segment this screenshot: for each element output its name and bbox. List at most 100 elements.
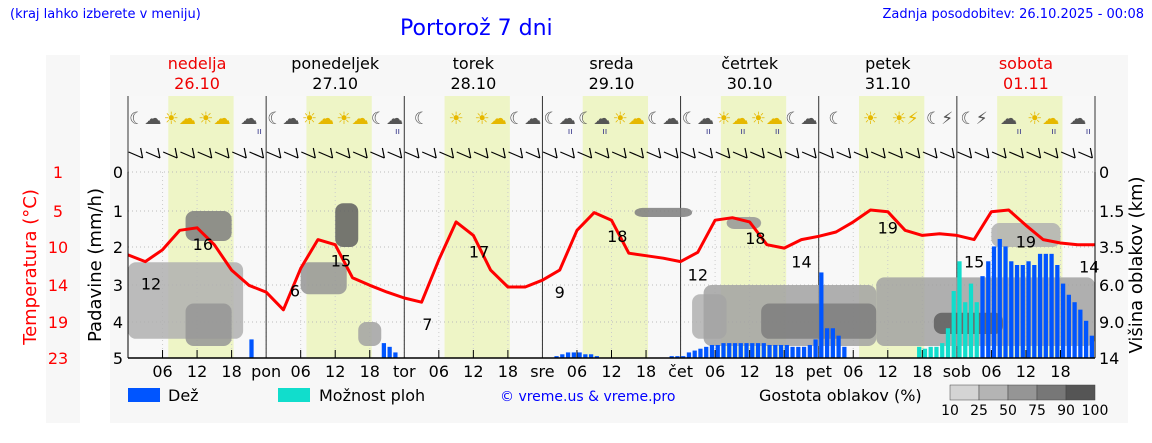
rain-bar	[819, 272, 824, 358]
weather-icon-moon-cloud: ☾☁	[267, 109, 299, 129]
temperature-label: 14	[791, 253, 811, 272]
precip-tick: 1	[113, 202, 123, 221]
temperature-label: 16	[193, 235, 213, 254]
wind-barb-icon	[767, 151, 782, 159]
hour-label: 18	[912, 362, 932, 381]
hour-label: 12	[1016, 362, 1036, 381]
rain-bar	[669, 356, 674, 358]
wind-barb-icon	[387, 151, 402, 159]
wind-barb-flag	[623, 147, 627, 159]
wind-barb-flag	[381, 147, 385, 159]
wind-barb-icon	[801, 151, 817, 159]
rain-bar	[796, 346, 801, 358]
weather-icon-sun-cloud: ☀☁	[302, 109, 334, 129]
wind-barb-flag	[692, 147, 696, 159]
wind-barb-icon	[162, 151, 178, 159]
rain-bar	[801, 346, 807, 358]
wind-barb-icon	[542, 151, 558, 159]
rain-bar	[997, 238, 1002, 358]
day-abbr-label: sob	[943, 362, 971, 381]
temperature-label: 6	[290, 281, 300, 300]
wind-barb-icon	[611, 151, 627, 159]
wind-barb-flag	[278, 147, 282, 159]
wind-barb-icon	[1060, 151, 1076, 159]
day-date: 28.10	[450, 74, 496, 93]
rain-bar	[249, 339, 254, 358]
temperature-label: 14	[1079, 258, 1099, 277]
rain-bar	[842, 346, 847, 358]
menu-hint[interactable]: (kraj lahko izberete v meniju)	[10, 7, 201, 22]
wind-barb-icon	[352, 151, 368, 159]
temperature-label: 18	[745, 229, 765, 248]
rain-bar	[830, 328, 835, 358]
rain-drops-icon: ıı	[602, 127, 607, 137]
rain-bar	[1009, 261, 1014, 358]
hour-label: 18	[360, 362, 380, 381]
weather-icon-sun-cloud: ☀☁	[164, 109, 196, 129]
wind-barb-flag	[658, 147, 662, 159]
wind-barb-icon	[1043, 151, 1059, 159]
cloud-layer	[185, 211, 232, 241]
rain-legend-label: Dež	[168, 386, 199, 405]
day-name: sreda	[589, 54, 633, 73]
hour-label: 06	[567, 362, 587, 381]
wind-barb-icon	[491, 151, 506, 159]
wind-barb-flag	[1072, 147, 1076, 159]
wind-barb-icon	[680, 151, 696, 159]
rain-drops-icon: ıı	[740, 127, 745, 137]
page-title: Portorož 7 dni	[400, 16, 553, 41]
wind-barb-icon	[939, 151, 955, 159]
hour-label: 12	[739, 362, 759, 381]
day-abbr-label: pon	[251, 362, 281, 381]
weather-icon-sun-cloud: ☀☁	[198, 109, 230, 129]
shower-bar	[951, 291, 956, 358]
weather-icon-sun-cloud: ☀☁	[613, 109, 645, 129]
wind-barb-flag	[157, 147, 161, 159]
rain-drops-icon: ıı	[706, 127, 711, 137]
day-date: 01.11	[1003, 74, 1049, 93]
temperature-tick: 19	[48, 313, 68, 332]
hour-label: 12	[878, 362, 898, 381]
rain-drops-icon: ıı	[257, 127, 262, 137]
cloud-height-tick: 0	[1099, 163, 1109, 182]
weather-icon-moon: ☾	[828, 109, 843, 129]
rain-bar	[1003, 246, 1008, 358]
cloud-density-legend-title: Gostota oblakov (%)	[759, 386, 922, 405]
cloud-height-axis-label: Višina oblakov (km)	[1126, 176, 1147, 353]
rain-bar	[790, 346, 795, 358]
precip-tick: 2	[113, 238, 123, 257]
day-name: sobota	[999, 54, 1053, 73]
temperature-label: 9	[555, 283, 565, 302]
wind-barb-flag	[140, 147, 144, 159]
wind-barb-flag	[312, 147, 316, 159]
wind-barb-flag	[537, 147, 541, 159]
wind-barb-flag	[882, 147, 886, 159]
cloud-height-tick: 3.5	[1099, 238, 1124, 257]
rain-bar	[387, 346, 392, 358]
wind-barb-flag	[260, 147, 265, 159]
day-abbr-label: pet	[806, 362, 832, 381]
wind-barb-flag	[295, 147, 299, 159]
wind-barb-icon	[991, 151, 1007, 159]
rain-bar	[1055, 265, 1060, 358]
rain-bar	[738, 343, 743, 358]
temperature-axis-label: Temperatura (°C)	[20, 189, 41, 346]
wind-barb-icon	[214, 151, 230, 159]
temperature-tick: 5	[53, 202, 63, 221]
rain-bar	[381, 343, 387, 358]
hour-label: 18	[498, 362, 518, 381]
weather-icon-sun-cloud-rain: ☀☁	[716, 109, 748, 129]
weather-icon-cloud-rain: ☁	[1000, 109, 1017, 129]
hour-label: 12	[187, 362, 207, 381]
rain-bar	[836, 335, 841, 358]
wind-barb-flag	[399, 147, 403, 159]
cloud-height-tick: 6.0	[1099, 276, 1124, 295]
wind-barb-icon	[629, 151, 644, 159]
wind-barb-flag	[675, 147, 679, 159]
hour-label: 06	[290, 362, 310, 381]
wind-barb-flag	[485, 147, 489, 159]
wind-barb-icon	[1009, 151, 1024, 159]
wind-barb-flag	[1003, 147, 1007, 159]
temperature-label: 19	[1016, 232, 1036, 251]
day-abbr-label: čet	[668, 362, 693, 381]
